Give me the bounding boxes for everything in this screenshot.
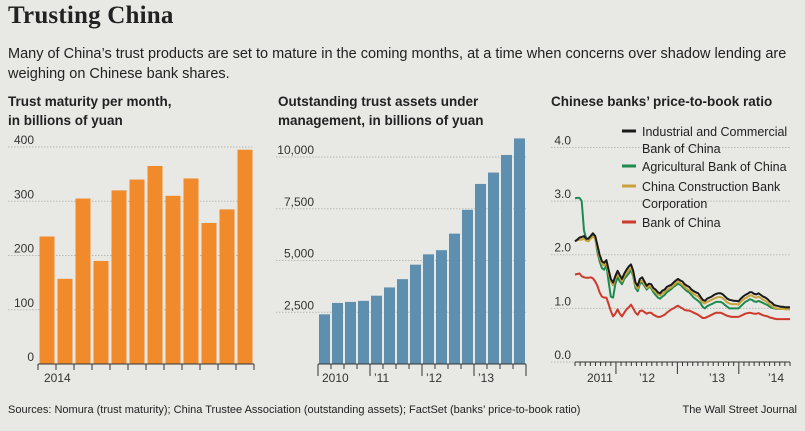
panel1-title: Trust maturity per month, in billions of… — [8, 92, 172, 130]
p2-bar — [410, 264, 421, 364]
p1-y-tick-label: 200 — [14, 242, 34, 256]
p1-bar — [237, 149, 253, 364]
p1-bar — [165, 195, 181, 364]
p3-legend-label: Bank of China — [642, 216, 721, 230]
p2-bar — [436, 250, 447, 364]
p2-y-tick-label: 2,500 — [284, 298, 314, 312]
p1-y-tick-label: 400 — [14, 133, 34, 147]
p1-bar — [39, 236, 55, 364]
p3-legend-label: Industrial and Commercial — [642, 125, 787, 139]
p3-x-label: ’14 — [768, 371, 784, 385]
p2-bar — [397, 279, 408, 364]
p2-bar — [449, 233, 460, 364]
p3-x-label: 2011 — [587, 371, 613, 385]
panel1-title-line2: in billions of yuan — [8, 113, 123, 128]
panel3-title: Chinese banks’ price-to-book ratio — [551, 94, 773, 109]
p3-legend-label: Corporation — [642, 197, 707, 211]
credit: The Wall Street Journal — [682, 404, 797, 416]
panel2-title: Outstanding trust assets under managemen… — [278, 92, 484, 130]
p1-bar — [147, 165, 163, 364]
p2-bar — [488, 172, 499, 364]
p3-series-line — [574, 235, 790, 311]
p2-bar — [475, 183, 486, 364]
p1-bar — [129, 179, 145, 364]
p2-bar — [371, 295, 382, 364]
p2-y-tick-label: 5,000 — [284, 247, 314, 261]
p1-bar — [75, 198, 91, 364]
p3-legend-label: Bank of China — [642, 142, 721, 156]
p1-x-label: 2014 — [44, 371, 71, 385]
p2-bar — [332, 302, 343, 364]
p2-y-tick-label: 7,500 — [284, 195, 314, 209]
sources-note: Sources: Nomura (trust maturity); China … — [8, 404, 581, 416]
p3-series-line — [574, 272, 790, 321]
panel1-title-line1: Trust maturity per month, — [8, 94, 172, 109]
p2-x-label: ’13 — [478, 371, 494, 385]
p1-bar — [111, 190, 127, 364]
p2-y-tick-label: 10,000 — [277, 143, 314, 157]
p3-x-label: ’13 — [709, 371, 725, 385]
panel2-title-line1: Outstanding trust assets under — [278, 94, 479, 109]
p1-bar — [57, 278, 73, 364]
p3-y-tick-label: 4.0 — [554, 133, 571, 147]
p3-y-tick-label: 2.0 — [554, 241, 571, 255]
p2-bar — [319, 314, 330, 364]
p2-x-label: 2010 — [322, 371, 349, 385]
p2-bar — [358, 300, 369, 364]
p3-legend-label: China Construction Bank — [642, 180, 781, 194]
p1-y-tick-label: 0 — [27, 350, 34, 364]
p2-bar — [345, 301, 356, 364]
p2-bar — [462, 209, 473, 364]
chart-subtitle: Many of China’s trust products are set t… — [8, 46, 787, 82]
p1-bar — [201, 222, 217, 364]
p2-bar — [384, 287, 395, 364]
p1-y-tick-label: 100 — [14, 296, 34, 310]
p3-series-line — [574, 232, 790, 309]
p3-y-tick-label: 3.0 — [554, 187, 571, 201]
p1-bar — [183, 178, 199, 364]
chart-title: Trusting China — [8, 2, 174, 29]
p3-legend-label: Agricultural Bank of China — [642, 160, 787, 174]
p1-y-tick-label: 300 — [14, 187, 34, 201]
p3-series-line — [574, 196, 790, 310]
p3-x-label: ’12 — [639, 371, 655, 385]
panel2-title-line2: management, in billions of yuan — [278, 113, 484, 128]
p2-bar — [514, 138, 525, 364]
p3-y-tick-label: 1.0 — [554, 294, 571, 308]
p1-bar — [93, 260, 109, 364]
p2-x-label: ’12 — [426, 371, 442, 385]
p1-bar — [219, 209, 235, 364]
p2-bar — [501, 154, 512, 364]
p3-y-tick-label: 0.0 — [554, 348, 571, 362]
p2-x-label: ’11 — [374, 371, 389, 385]
p2-bar — [423, 254, 434, 364]
